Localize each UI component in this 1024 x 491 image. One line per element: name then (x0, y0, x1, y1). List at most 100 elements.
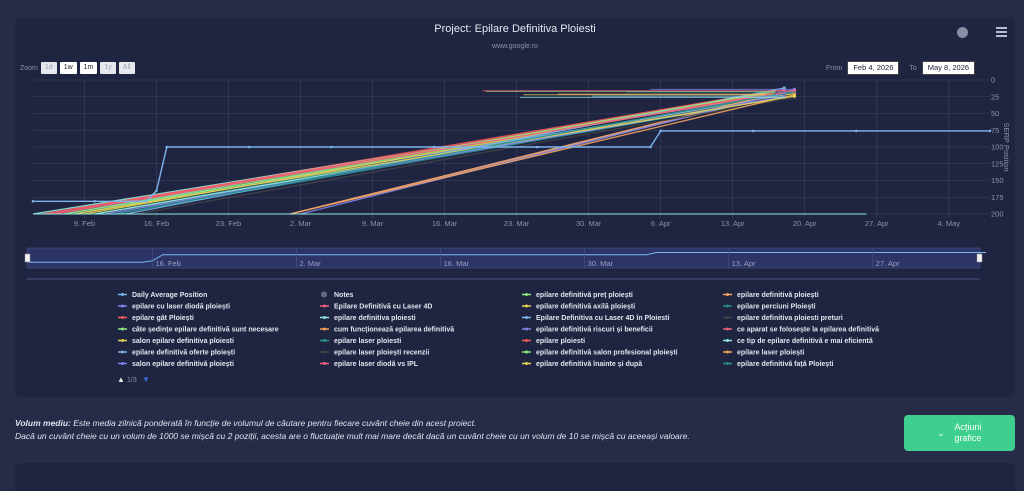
legend-marker-point (726, 293, 729, 296)
daily-average-point (433, 145, 436, 149)
x-tick-label: 9. Mar (362, 219, 384, 228)
legend-marker-point (525, 316, 528, 319)
chart-title: Project: Epilare Definitiva Ploiesti (434, 23, 596, 35)
x-tick-label: 6. Apr (651, 219, 671, 228)
x-tick-label: 2. Mar (290, 219, 312, 228)
legend-item: salon epilare definitivă ploiești (132, 361, 234, 368)
legend-marker-point (121, 339, 124, 342)
series-end-point (792, 94, 797, 98)
x-tick-label: 30. Mar (576, 219, 602, 228)
legend-marker-point (726, 316, 729, 319)
legend-marker-point (726, 350, 729, 354)
legend-item: epilare definitivă preț ploiești (536, 292, 633, 299)
legend-marker-point (726, 327, 729, 331)
legend-item: ce tip de epilare definitivă e mai efici… (737, 338, 873, 345)
legend-item: epilare definitivă salon profesional plo… (536, 350, 678, 357)
legend-item: Epilare Definitivă cu Laser 4D (334, 304, 432, 311)
daily-average-point (93, 199, 97, 203)
x-tick-label: 4. May (938, 219, 961, 228)
series-line (290, 93, 775, 215)
legend-item: epilare ploiesti (536, 338, 585, 345)
legend-item: epilare definitivă ploiești (737, 292, 819, 299)
to-label: To (909, 64, 917, 72)
y-tick-label: 50 (991, 109, 999, 118)
legend-marker-point (121, 362, 124, 365)
daily-average-point (165, 145, 169, 149)
x-tick-label: 27. Apr (865, 219, 889, 228)
legend-item: epilare definitivă axilă ploiești (536, 304, 635, 311)
y-tick-label: 25 (991, 92, 999, 101)
daily-average-point (854, 129, 858, 133)
legend-marker-point (323, 304, 326, 308)
hamburger-menu-icon[interactable] (996, 27, 1007, 37)
legend-marker-point (726, 304, 729, 308)
zoom-1d-button[interactable]: 1d (40, 62, 57, 74)
legend-item: epilare definitiva ploiesti preturi (737, 315, 843, 322)
zoom-1y-button[interactable]: 1y (100, 62, 116, 74)
legend-item: epilare laser ploiesti (334, 338, 401, 345)
legend-marker-point (121, 327, 124, 331)
legend-prev-arrow: ▲ (117, 375, 125, 384)
chart-svg: 0 25 50 75 100 125 150 175 200 9. Feb 16. Feb 23. F… (24, 76, 1011, 384)
navigator-tick-label: 16. Mar (444, 259, 470, 268)
legend-marker-point (323, 362, 326, 365)
legend-item: epilare definitivă riscuri și beneficii (536, 327, 653, 334)
legend-marker-point (726, 339, 729, 342)
legend-item: epilare gât Ploiești (132, 315, 194, 322)
zoom-1m-button[interactable]: 1m (79, 62, 98, 74)
legend-marker-point (525, 293, 528, 296)
y-tick-label: 125 (991, 159, 1004, 168)
y-tick-label: 75 (991, 126, 999, 135)
actions-label-line2: grafice (954, 433, 982, 443)
chevron-down-icon: ⌄ (937, 428, 945, 438)
zoom-label: Zoom (20, 64, 38, 72)
y-axis-title: SERP Position (1002, 122, 1011, 171)
context-dot-icon[interactable] (957, 27, 968, 38)
legend-marker-point (323, 350, 326, 354)
series-end-point (782, 86, 786, 90)
legend-marker-point (525, 339, 528, 342)
legend-marker-point (525, 304, 528, 308)
footnote-line1: Este media zilnică ponderată în funcție … (70, 418, 477, 428)
series-line (300, 92, 785, 215)
chart-subtitle: www.google.ro (492, 43, 538, 50)
zoom-1w-button[interactable]: 1w (59, 62, 77, 74)
x-tick-label: 16. Feb (144, 219, 169, 228)
zoom-all-button[interactable]: All (118, 62, 135, 74)
daily-average-point (535, 145, 539, 149)
navigator-tick-label: 27. Apr (876, 259, 900, 268)
from-date-input[interactable]: Feb 4, 2026 (847, 61, 900, 75)
daily-average-point (330, 145, 333, 149)
x-tick-label: 13. Apr (721, 219, 745, 228)
navigator-tick-label: 16. Feb (155, 259, 180, 268)
navigator-handle-left (24, 253, 31, 263)
navigator-series (29, 252, 986, 263)
legend-next-arrow: ▼ (142, 375, 150, 384)
daily-average-point (988, 129, 992, 133)
legend-item: epilare definitiva ploiesti (334, 315, 416, 322)
legend-item: câte ședințe epilare definitivă sunt nec… (132, 327, 279, 334)
to-date-input[interactable]: May 8, 2026 (921, 61, 976, 75)
navigator-handle-right (976, 253, 983, 263)
footnote: Volum mediu: Este media zilnică ponderat… (15, 417, 875, 443)
legend-marker-point (525, 362, 528, 365)
daily-average-point (247, 145, 251, 149)
daily-average-point (144, 199, 148, 203)
y-tick-label: 0 (991, 76, 995, 85)
legend-item: epilare laser ploiești (737, 350, 804, 357)
chart-actions-button[interactable]: ⌄ Acțiuni grafice (904, 415, 1015, 451)
series-line (290, 94, 795, 215)
legend-item: Daily Average Position (132, 292, 207, 299)
y-tick-label: 100 (991, 143, 1004, 152)
from-label: From (826, 64, 843, 72)
legend-pager: 1/3 (127, 377, 137, 384)
x-tick-label: 23. Feb (216, 219, 241, 228)
daily-average-point (155, 189, 158, 192)
daily-average-line (33, 130, 990, 202)
legend-marker-point (323, 316, 326, 319)
legend-item: epilare definitivă oferte ploiești (132, 350, 235, 357)
x-tick-label: 9. Feb (74, 219, 95, 228)
footnote-term: Volum mediu: (15, 418, 71, 428)
legend-marker-point (323, 339, 326, 342)
legend-marker-point (726, 362, 729, 365)
